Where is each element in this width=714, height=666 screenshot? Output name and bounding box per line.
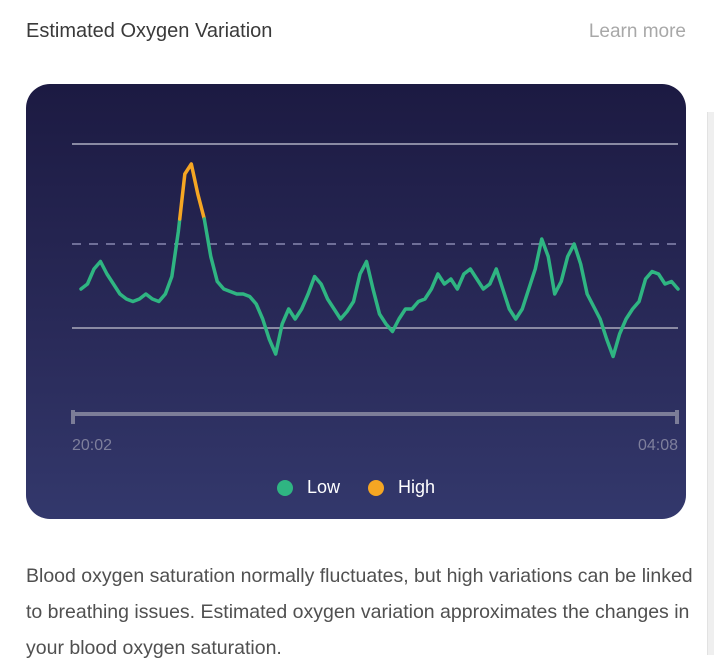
legend-label-low: Low: [306, 477, 340, 497]
x-axis-end-label: 04:08: [638, 437, 678, 454]
series-line-high-1: [177, 162, 207, 221]
legend-dot-low: [276, 479, 293, 496]
learn-more-link[interactable]: Learn more: [588, 21, 686, 42]
chart-legend: Low High: [26, 477, 686, 498]
scrollbar[interactable]: [707, 112, 714, 655]
x-axis-start-label: 20:02: [72, 437, 112, 454]
oxygen-variation-chart-card: 20:02 04:08 Low High: [26, 84, 686, 519]
oxygen-series: [79, 162, 680, 359]
series-line-low-0: [79, 217, 182, 304]
legend-item-high: High: [368, 477, 435, 498]
description-text: Blood oxygen saturation normally fluctua…: [26, 565, 693, 659]
page-title: Estimated Oxygen Variation: [26, 20, 273, 42]
series-line-low-2: [202, 217, 680, 359]
legend-dot-high: [368, 479, 384, 496]
oxygen-variation-chart: 20:02 04:08: [71, 143, 680, 454]
legend-item-low: Low: [276, 477, 340, 498]
legend-label-high: High: [398, 477, 436, 497]
